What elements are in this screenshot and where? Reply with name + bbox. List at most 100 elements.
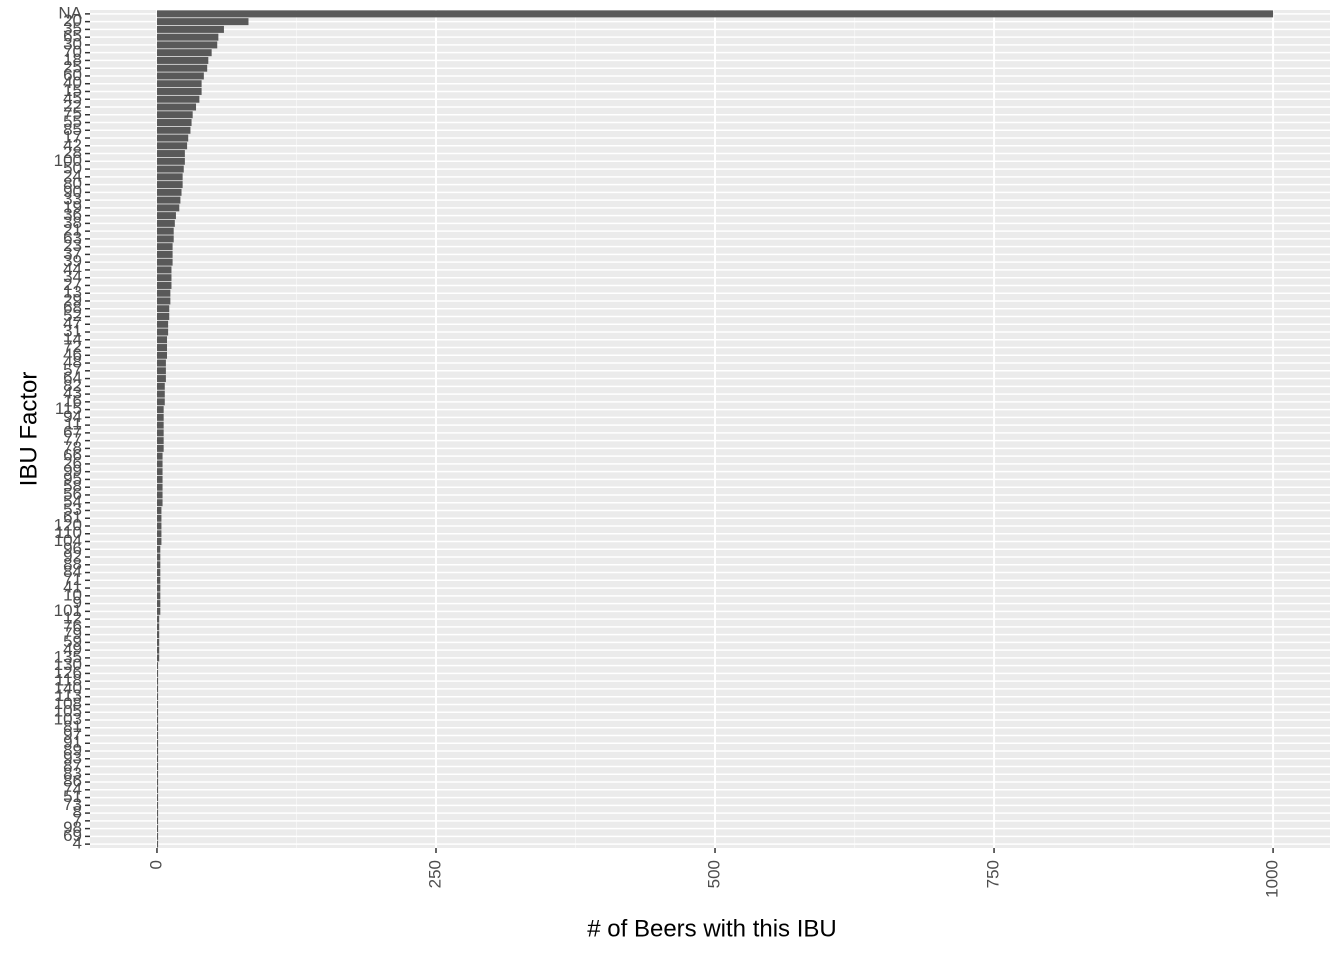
bar [156,708,159,716]
y-tick-label: 15 [63,81,82,100]
y-tick-label: 95 [63,469,82,488]
bar [156,406,164,414]
bar [156,631,160,639]
bar [156,344,168,352]
bar [156,367,166,375]
y-tick-label: NA [58,3,82,22]
y-tick-label: 37 [63,244,82,263]
bar [156,700,159,708]
bar [156,770,159,778]
y-tick-label: 96 [63,539,82,558]
y-tick-label: 101 [54,601,82,620]
y-tick-label: 38 [63,213,82,232]
y-tick-label: 12 [63,609,82,628]
y-tick-label: 44 [63,259,82,278]
bar [156,33,219,41]
bar [156,258,173,266]
bar [156,297,171,305]
bar [156,437,164,445]
bar [156,219,175,227]
y-axis-title: IBU Factor [15,372,42,487]
y-tick-label: 26 [63,453,82,472]
bar [156,80,202,88]
bar [156,375,166,383]
y-tick-label: 105 [54,702,82,721]
bar [156,87,202,95]
y-tick-label: 7 [73,810,82,829]
bar [156,739,159,747]
bar [156,281,172,289]
y-tick-label: 65 [63,27,82,46]
y-tick-label: 21 [63,221,82,240]
y-tick-label: 76 [63,616,82,635]
bar [156,452,163,460]
y-tick-label: 33 [63,190,82,209]
y-tick-label: 126 [54,663,82,682]
y-tick-label: 8 [73,803,82,822]
y-tick-label: 40 [63,73,82,92]
y-tick-label: 99 [63,461,82,480]
bar [156,188,182,196]
y-tick-label: 88 [63,554,82,573]
bar [156,646,160,654]
bar [156,266,172,274]
y-tick-label: 18 [63,50,82,69]
y-tick-label: 130 [54,655,82,674]
bar [156,243,173,251]
y-tick-label: 57 [63,360,82,379]
y-tick-label: 85 [63,120,82,139]
x-axis-title: # of Beers with this IBU [587,915,836,942]
y-tick-label: 11 [64,415,82,434]
bar [156,514,162,522]
bar [156,584,161,592]
bar [156,662,159,670]
y-tick-label: 51 [63,787,82,806]
y-tick-label: 83 [63,764,82,783]
bar [156,817,159,825]
y-tick-label: 120 [54,515,82,534]
y-tick-label: 75 [63,104,82,123]
bar [156,460,163,468]
y-tick-label: 84 [63,562,82,581]
y-tick-label: 79 [63,624,82,643]
y-tick-label: 87 [63,756,82,775]
bar [156,111,193,119]
y-tick-label: 41 [63,578,82,597]
bar [156,716,159,724]
y-tick-label: 78 [63,438,82,457]
bar [156,638,160,646]
y-tick-label: 56 [63,484,82,503]
bar [156,530,162,538]
y-tick-label: 91 [63,733,82,752]
y-tick-label: 89 [63,740,82,759]
y-tick-label: 68 [63,298,82,317]
y-tick-label: 60 [63,65,82,84]
bar [156,669,159,677]
y-tick-label: 77 [63,430,82,449]
y-tick-label: 135 [54,647,82,666]
bar [156,49,212,57]
x-tick-label: 750 [984,860,1003,888]
y-tick-label: 23 [63,236,82,255]
bar [156,119,192,127]
bar [156,398,165,406]
y-tick-label: 100 [54,151,82,170]
y-tick-label: 92 [63,547,82,566]
y-tick-label: 104 [54,531,82,550]
bar [156,312,170,320]
panel [90,10,1330,848]
y-tick-label: 42 [63,135,82,154]
bar [156,103,197,111]
y-tick-label: 50 [63,159,82,178]
y-tick-label: 67 [63,422,82,441]
bar [156,724,159,732]
y-tick-label: 31 [63,321,82,340]
bar [156,351,168,359]
bar [156,468,163,476]
y-tick-label: 55 [63,112,82,131]
y-tick-label: 49 [63,640,82,659]
x-tick-label: 500 [705,860,724,888]
y-tick-label: 69 [63,826,82,845]
y-tick-label: 81 [63,717,82,736]
y-tick-label: 72 [63,337,82,356]
